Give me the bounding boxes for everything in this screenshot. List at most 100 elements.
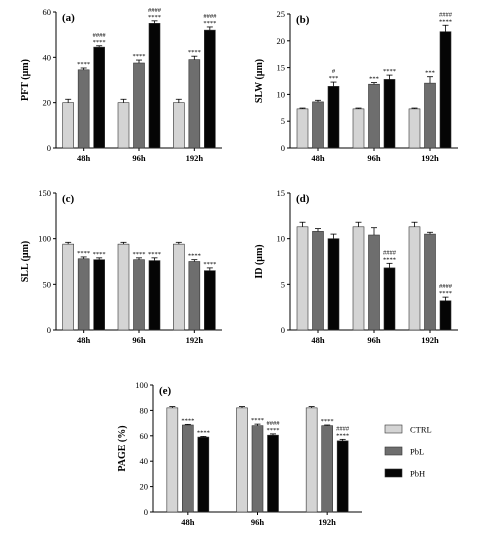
y-tick-label: 0 bbox=[144, 507, 148, 517]
significance-label: **** bbox=[383, 68, 396, 75]
y-tick-label: 5 bbox=[281, 116, 285, 126]
bar-pbh-48h bbox=[327, 86, 340, 149]
significance-label: **** bbox=[188, 253, 201, 260]
x-tick-label: 96h bbox=[367, 335, 381, 345]
significance-label: **** bbox=[439, 18, 452, 25]
y-tick-label: 40 bbox=[43, 52, 52, 62]
bar-pbh-96h bbox=[148, 23, 161, 149]
bar-ctrl-48h bbox=[62, 243, 74, 331]
y-tick-label: 10 bbox=[277, 234, 286, 244]
bar-ctrl-96h bbox=[236, 407, 248, 513]
y-tick-label: 0 bbox=[281, 325, 285, 335]
legend-label-pbh: PbH bbox=[410, 469, 425, 479]
bar-ctrl-48h bbox=[296, 226, 309, 331]
y-tick-label: 5 bbox=[281, 279, 285, 289]
significance-label: *** bbox=[329, 75, 339, 82]
significance-label: **** bbox=[203, 20, 216, 27]
bar-ctrl-96h bbox=[352, 226, 365, 331]
y-tick-label: 60 bbox=[140, 431, 149, 441]
y-tick-label: 80 bbox=[140, 405, 149, 415]
y-tick-label: 100 bbox=[38, 234, 51, 244]
x-tick-label: 48h bbox=[181, 517, 195, 527]
panel-label: (e) bbox=[159, 385, 172, 397]
y-tick-label: 20 bbox=[43, 98, 52, 108]
y-tick-label: 20 bbox=[140, 482, 149, 492]
bar-pbl-96h bbox=[368, 83, 380, 149]
bar-pbh-192h bbox=[439, 31, 452, 149]
significance-label: # bbox=[332, 68, 336, 75]
legend-label-ctrl: CTRL bbox=[410, 425, 432, 435]
y-tick-label: 20 bbox=[277, 36, 286, 46]
bar-pbh-48h bbox=[93, 46, 105, 149]
y-tick-label: 100 bbox=[135, 380, 148, 390]
y-tick-label: 60 bbox=[43, 7, 52, 17]
significance-label: **** bbox=[321, 418, 334, 425]
significance-label: **** bbox=[133, 53, 146, 60]
x-tick-label: 96h bbox=[132, 153, 146, 163]
bar-pbh-192h bbox=[204, 29, 216, 149]
bar-ctrl-48h bbox=[296, 108, 309, 149]
significance-label: **** bbox=[93, 251, 106, 258]
bar-pbh-48h bbox=[327, 238, 340, 331]
bar-pbl-48h bbox=[182, 424, 194, 513]
significance-label: **** bbox=[336, 432, 349, 439]
y-tick-label: 150 bbox=[38, 188, 51, 198]
significance-label: #### bbox=[383, 249, 397, 256]
bar-pbl-192h bbox=[321, 425, 333, 513]
legend-swatch-pbh bbox=[384, 468, 403, 478]
significance-label: *** bbox=[425, 70, 435, 77]
significance-label: **** bbox=[148, 251, 161, 258]
bar-pbh-48h bbox=[93, 259, 105, 331]
bar-pbl-192h bbox=[188, 59, 201, 149]
bar-pbl-48h bbox=[312, 231, 324, 331]
legend-swatch-pbl bbox=[384, 446, 403, 456]
bar-ctrl-192h bbox=[305, 407, 318, 513]
legend-swatch-ctrl bbox=[384, 424, 403, 434]
x-tick-label: 48h bbox=[77, 335, 91, 345]
legend: CTRL PbL PbH bbox=[384, 424, 432, 479]
y-tick-label: 15 bbox=[277, 63, 286, 73]
bar-pbl-96h bbox=[368, 234, 380, 331]
bar-pbh-96h bbox=[383, 79, 396, 149]
x-tick-label: 48h bbox=[77, 153, 91, 163]
bar-ctrl-192h bbox=[408, 108, 421, 149]
bar-ctrl-192h bbox=[173, 243, 185, 331]
bar-ctrl-192h bbox=[408, 226, 421, 331]
bar-pbl-48h bbox=[77, 258, 90, 331]
bar-pbh-96h bbox=[383, 267, 396, 331]
panel-label: (b) bbox=[296, 14, 310, 26]
legend-label-pbl: PbL bbox=[410, 447, 424, 457]
x-tick-label: 48h bbox=[311, 153, 325, 163]
x-tick-label: 192h bbox=[318, 517, 336, 527]
significance-label: #### bbox=[93, 32, 107, 39]
y-axis-title: PAGE (%) bbox=[117, 425, 128, 471]
bar-pbl-96h bbox=[133, 259, 145, 331]
significance-label: #### bbox=[439, 11, 453, 18]
bar-ctrl-96h bbox=[117, 102, 130, 149]
bar-pbh-96h bbox=[148, 260, 161, 331]
significance-label: #### bbox=[439, 283, 453, 290]
y-axis-title: SLW (μm) bbox=[254, 59, 265, 103]
bar-ctrl-192h bbox=[173, 102, 185, 149]
significance-label: #### bbox=[336, 425, 350, 432]
significance-label: #### bbox=[203, 13, 217, 20]
significance-label: #### bbox=[148, 7, 162, 14]
significance-label: **** bbox=[197, 429, 210, 436]
bar-pbl-192h bbox=[188, 261, 201, 331]
bar-pbh-192h bbox=[204, 270, 216, 331]
significance-label: **** bbox=[251, 417, 264, 424]
y-axis-title: PFT (μm) bbox=[20, 59, 31, 101]
significance-label: **** bbox=[439, 290, 452, 297]
y-axis-title: ID (μm) bbox=[254, 244, 265, 278]
significance-label: **** bbox=[93, 39, 106, 46]
bar-pbl-48h bbox=[77, 69, 90, 149]
significance-label: **** bbox=[181, 417, 194, 424]
x-tick-label: 96h bbox=[251, 517, 265, 527]
x-tick-label: 192h bbox=[421, 335, 439, 345]
bar-pbl-96h bbox=[251, 425, 264, 513]
